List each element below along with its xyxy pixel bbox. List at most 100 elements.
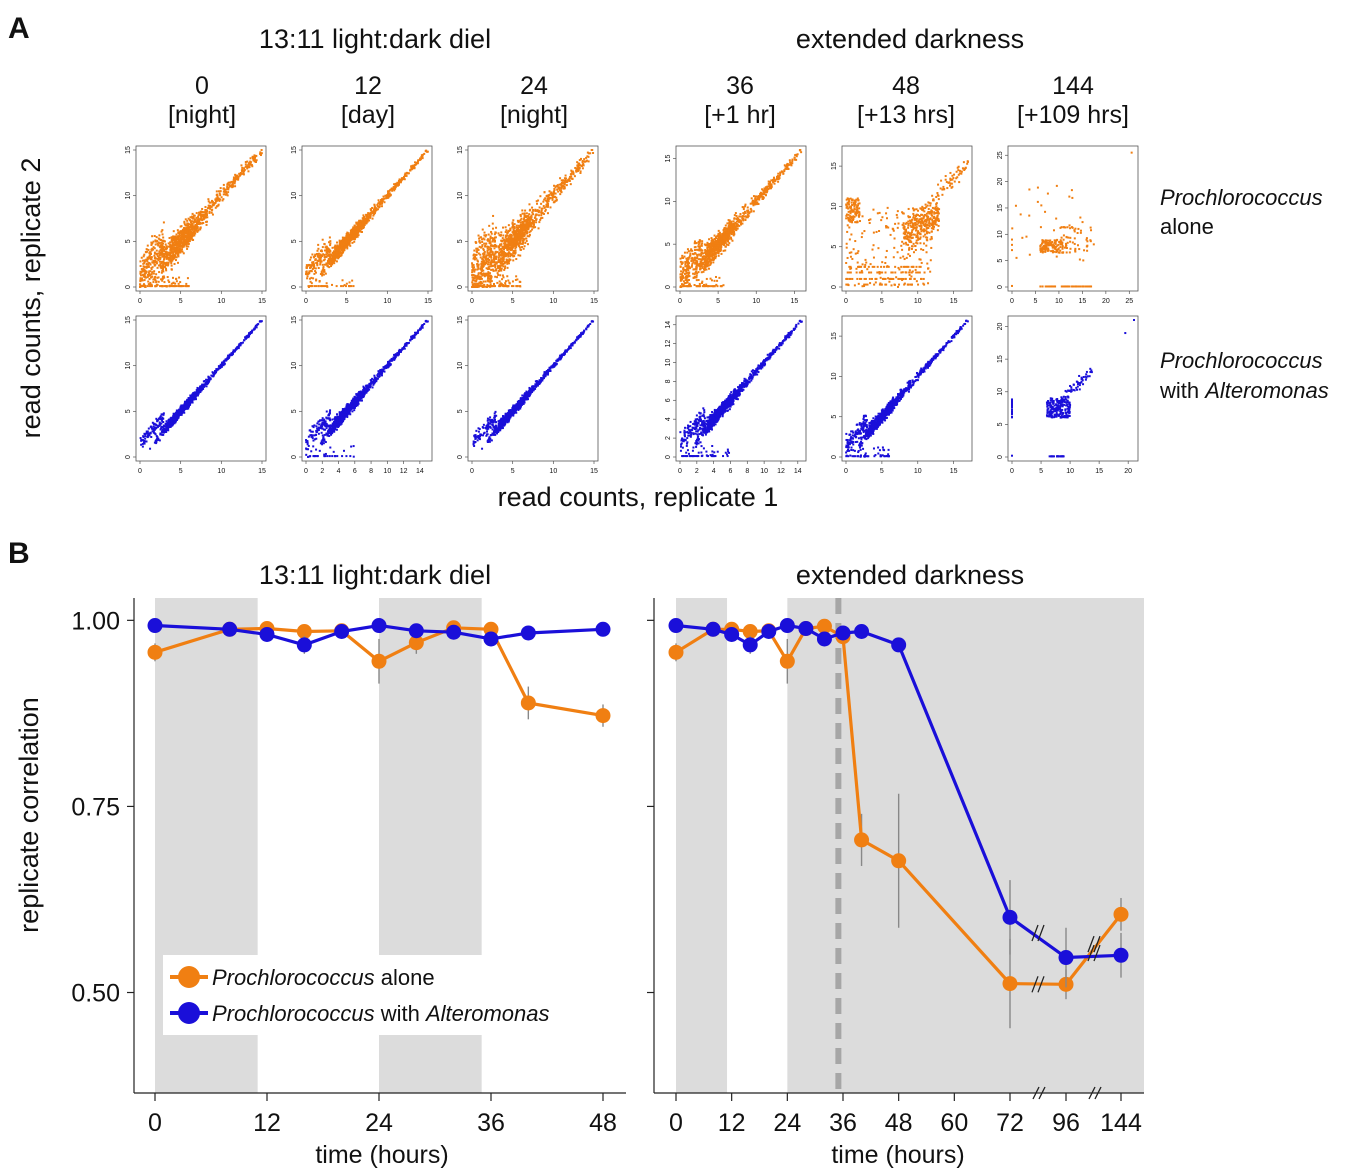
scatter-point <box>209 207 212 210</box>
scatter-point <box>724 240 727 243</box>
scatter-point <box>148 270 151 273</box>
scatter-point <box>388 193 391 196</box>
scatter-point <box>720 239 723 242</box>
scatter-point <box>711 247 714 250</box>
scatter-point <box>761 197 764 200</box>
scatter-point <box>316 261 319 264</box>
scatter-point <box>154 263 157 266</box>
scatter-point <box>323 243 326 246</box>
scatter-point <box>519 232 522 235</box>
scatter-point <box>709 247 712 250</box>
scatter-point <box>517 230 520 233</box>
scatter-point <box>388 192 391 195</box>
scatter-point <box>476 248 479 251</box>
scatter-point <box>544 208 547 211</box>
scatter-point <box>388 189 391 192</box>
scatter-point <box>413 164 416 167</box>
scatter-point <box>165 255 168 258</box>
scatter-point <box>388 195 391 198</box>
scatter-point <box>787 167 790 170</box>
scatter-point <box>509 253 512 256</box>
scatter-point <box>719 236 722 239</box>
scatter-point <box>719 242 722 245</box>
scatter-point <box>476 282 479 285</box>
scatter-point <box>477 267 480 270</box>
scatter-point <box>508 235 511 238</box>
scatter-point <box>931 206 934 209</box>
scatter-point <box>724 245 727 248</box>
scatter-point <box>241 168 244 171</box>
scatter-point <box>714 237 717 240</box>
scatter-point <box>686 276 689 279</box>
scatter-point <box>423 152 426 155</box>
scatter-point <box>419 157 422 160</box>
scatter-point <box>213 202 216 205</box>
scatter-point <box>925 244 928 247</box>
scatter-point <box>346 247 349 250</box>
x-tick-label: 15 <box>790 298 798 305</box>
scatter-point <box>144 269 147 272</box>
scatter-point <box>157 237 160 240</box>
scatter-point <box>159 238 162 241</box>
scatter-point <box>585 156 588 159</box>
scatter-point <box>693 240 696 243</box>
scatter-point <box>684 263 687 266</box>
scatter-point <box>157 252 160 255</box>
scatter-point <box>687 257 690 260</box>
scatter-point <box>515 230 518 233</box>
scatter-point <box>766 188 769 191</box>
scatter-point <box>477 276 480 279</box>
scatter-point <box>260 152 263 155</box>
scatter-point <box>335 260 338 263</box>
scatter-point <box>222 183 225 186</box>
scatter-point <box>849 210 852 213</box>
scatter-point <box>520 229 523 232</box>
scatter-point <box>709 248 712 251</box>
scatter-point <box>762 196 765 199</box>
scatter-point <box>746 216 749 219</box>
scatter-point <box>908 246 911 249</box>
scatter-point <box>714 244 717 247</box>
scatter-point <box>519 248 522 251</box>
scatter-point <box>480 262 483 265</box>
scatter-point <box>160 265 163 268</box>
scatter-point <box>477 248 480 251</box>
scatter-point <box>319 258 322 261</box>
scatter-point <box>173 249 176 252</box>
scatter-point <box>525 237 528 240</box>
scatter-point <box>193 214 196 217</box>
scatter-point <box>586 155 589 158</box>
scatter-point <box>910 265 913 268</box>
scatter-point <box>515 258 518 261</box>
scatter-point <box>240 164 243 167</box>
scatter-point <box>503 267 506 270</box>
scatter-point <box>780 170 783 173</box>
scatter-point <box>706 262 709 265</box>
scatter-point <box>711 243 714 246</box>
scatter-point <box>308 270 311 273</box>
scatter-point <box>579 171 582 174</box>
scatter-point <box>323 256 326 259</box>
scatter-point <box>700 265 703 268</box>
scatter-point <box>171 285 174 288</box>
scatter-point <box>711 241 714 244</box>
scatter-point <box>719 246 722 249</box>
scatter-point <box>484 274 487 277</box>
scatter-point <box>706 257 709 260</box>
scatter-point <box>367 212 370 215</box>
scatter-point <box>156 242 159 245</box>
scatter-point <box>204 215 207 218</box>
scatter-point <box>488 239 491 242</box>
scatter-point <box>359 222 362 225</box>
scatter-point <box>346 243 349 246</box>
scatter-point <box>189 219 192 222</box>
scatter-point <box>156 255 159 258</box>
scatter-point <box>482 272 485 275</box>
scatter-point <box>186 222 189 225</box>
scatter-point <box>194 229 197 232</box>
scatter-point <box>184 242 187 245</box>
scatter-point <box>483 231 486 234</box>
scatter-point <box>146 273 149 276</box>
scatter-point <box>556 184 559 187</box>
